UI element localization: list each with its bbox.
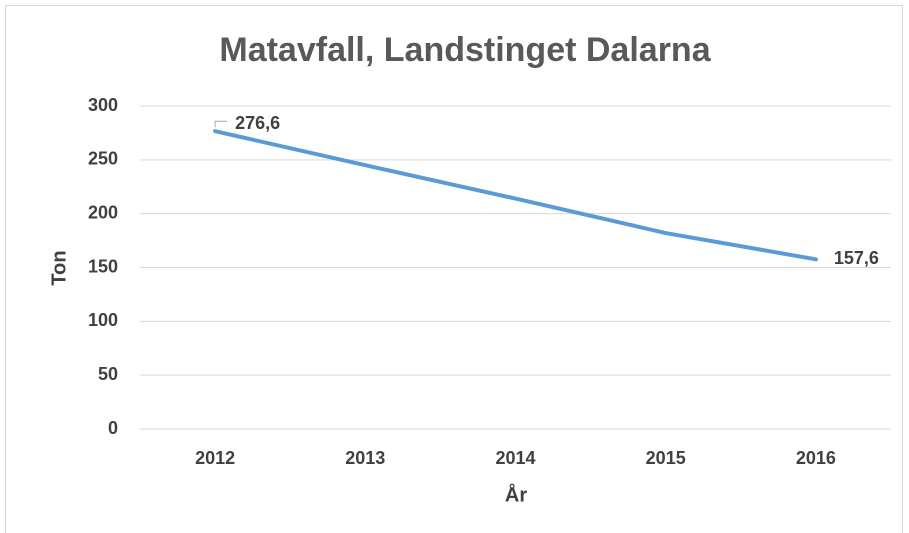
x-tick-label: 2013 [345,448,385,468]
y-tick-label: 200 [88,202,118,222]
x-tick-label: 2015 [646,448,686,468]
data-label: 276,6 [235,113,280,133]
x-tick-label: 2016 [796,448,836,468]
y-tick-label: 0 [108,418,118,438]
label-leader [214,120,228,128]
data-label: 157,6 [834,248,879,268]
y-axis-label: Ton [48,250,70,285]
y-tick-label: 300 [88,95,118,115]
chart-border [5,5,903,533]
data-line [213,129,818,262]
x-tick-label: 2014 [495,448,535,468]
x-tick-label: 2012 [195,448,235,468]
y-tick-label: 100 [88,310,118,330]
y-tick-label: 50 [98,364,118,384]
y-tick-label: 150 [88,256,118,276]
x-axis-label: År [505,482,527,506]
chart-title: Matavfall, Landstinget Dalarna [219,31,711,69]
y-tick-label: 250 [88,149,118,169]
